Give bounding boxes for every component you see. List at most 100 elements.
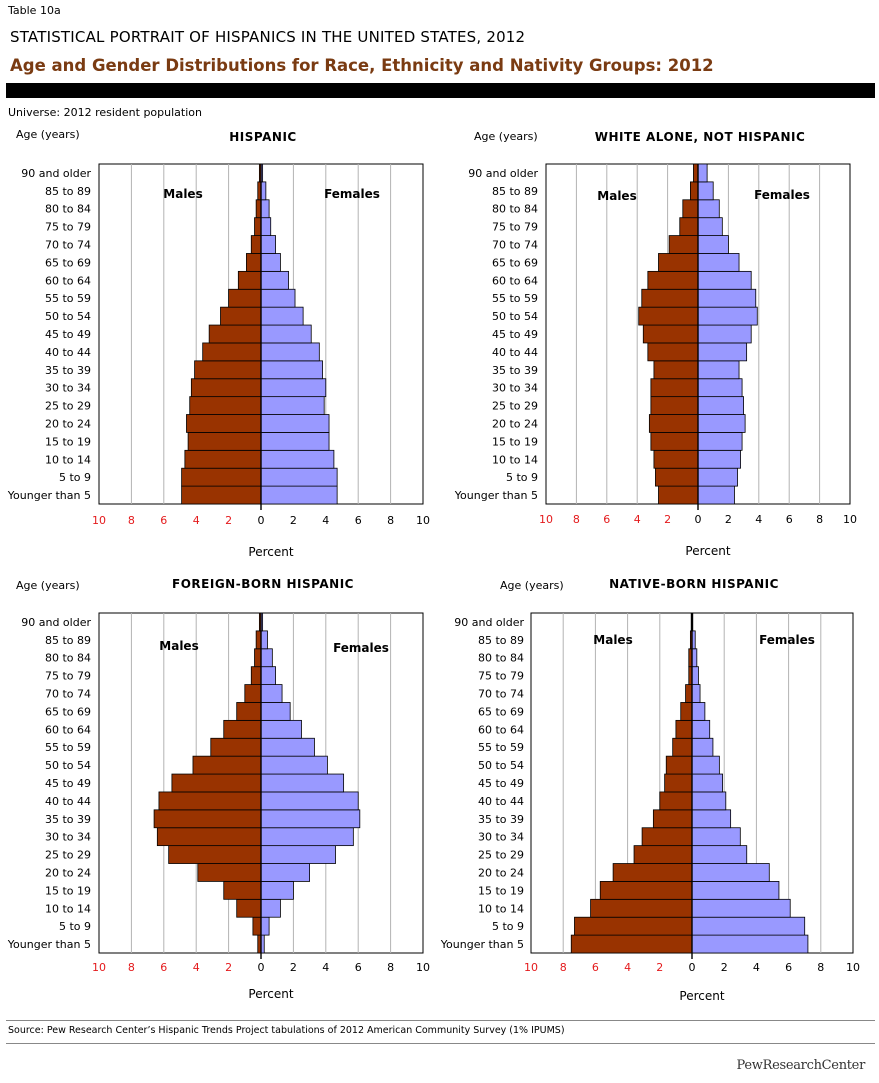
female-bar [260,414,330,433]
female-bar [260,342,320,362]
male-bar [650,396,699,415]
female-bar [260,449,335,469]
female-bar [260,181,267,201]
female-bar [691,898,791,918]
male-bar [650,432,699,451]
title-divider-bar [6,83,875,98]
female-bar [260,827,354,847]
male-bar [244,684,262,703]
x-tick-label: 10 [416,961,430,974]
female-bar [697,181,714,201]
age-category-label: 55 to 59 [492,292,538,305]
age-category-label: 5 to 9 [59,471,91,484]
male-bar [647,342,699,362]
male-bar [633,845,693,864]
male-bar [590,898,693,918]
age-category-label: 25 to 29 [478,849,524,862]
males-label: Males [159,639,198,653]
age-category-label: 25 to 29 [492,400,538,413]
panel-title: WHITE ALONE, NOT HISPANIC [595,130,806,144]
age-category-label: Younger than 5 [7,489,91,502]
x-tick-label: 10 [539,513,553,526]
age-category-label: Younger than 5 [440,938,524,951]
male-bar [187,432,262,451]
female-bar [691,916,806,936]
table-label: Table 10a [8,4,61,17]
female-bar [697,360,740,380]
female-bar [697,342,748,362]
x-tick-label: 6 [785,961,792,974]
male-bar [647,270,699,290]
male-bar [223,881,262,900]
female-bar [260,809,361,829]
female-bar [697,485,735,505]
male-bar [192,755,262,775]
x-tick-label: 6 [355,514,362,527]
male-bar [255,199,262,219]
x-tick-label: 2 [721,961,728,974]
x-tick-label: 6 [603,513,610,526]
source-divider-top [6,1020,875,1021]
female-bar [260,702,291,721]
female-bar [691,719,711,739]
age-category-label: 65 to 69 [478,705,524,718]
age-category-label: 80 to 84 [45,203,91,216]
female-bar [260,288,296,308]
age-category-label: 75 to 79 [45,221,91,234]
male-bar [612,863,693,882]
age-category-label: 40 to 44 [45,346,91,359]
panel-title: FOREIGN-BORN HISPANIC [172,577,354,591]
female-bar [260,485,338,505]
x-tick-label: 8 [387,514,394,527]
female-bar [260,666,276,685]
x-tick-label: 4 [193,961,200,974]
age-category-label: 50 to 54 [45,759,91,772]
male-bar [653,360,699,380]
male-bar [685,684,693,703]
female-bar [691,934,809,954]
male-bar [194,360,262,380]
x-tick-label: 2 [656,961,663,974]
y-axis-title: Age (years) [474,130,538,143]
age-category-label: 55 to 59 [478,741,524,754]
age-category-label: 70 to 74 [45,688,91,701]
age-category-label: 20 to 24 [492,417,538,430]
female-bar [260,253,281,272]
male-bar [574,916,693,936]
age-category-label: 45 to 49 [492,328,538,341]
age-category-label: 30 to 34 [492,382,538,395]
male-bar [202,342,262,362]
age-category-label: 25 to 29 [45,849,91,862]
age-category-label: 80 to 84 [492,203,538,216]
male-bar [184,449,262,469]
male-bar [652,809,693,829]
female-bar [691,755,720,775]
age-category-label: 25 to 29 [45,400,91,413]
super-title: STATISTICAL PORTRAIT OF HISPANICS IN THE… [10,28,526,46]
x-tick-label: 0 [689,961,696,974]
age-category-label: 40 to 44 [478,795,524,808]
age-category-label: 90 and older [468,167,538,180]
male-bar [680,702,693,721]
male-bar [171,773,262,793]
male-bar [208,324,262,344]
male-bar [168,845,262,864]
male-bar [658,485,699,505]
male-bar [181,485,262,505]
females-label: Females [754,188,810,202]
x-tick-label: 8 [128,514,135,527]
age-category-label: 65 to 69 [45,256,91,269]
x-tick-label: 2 [725,513,732,526]
female-bar [260,360,323,380]
female-bar [691,666,699,685]
male-bar [189,396,262,415]
x-tick-label: 4 [322,961,329,974]
female-bar [260,235,276,254]
x-tick-label: 8 [560,961,567,974]
x-tick-label: 8 [573,513,580,526]
female-bar [260,324,312,344]
female-bar [260,898,281,918]
male-bar [190,378,262,398]
female-bar [260,217,272,236]
age-category-label: 35 to 39 [45,813,91,826]
